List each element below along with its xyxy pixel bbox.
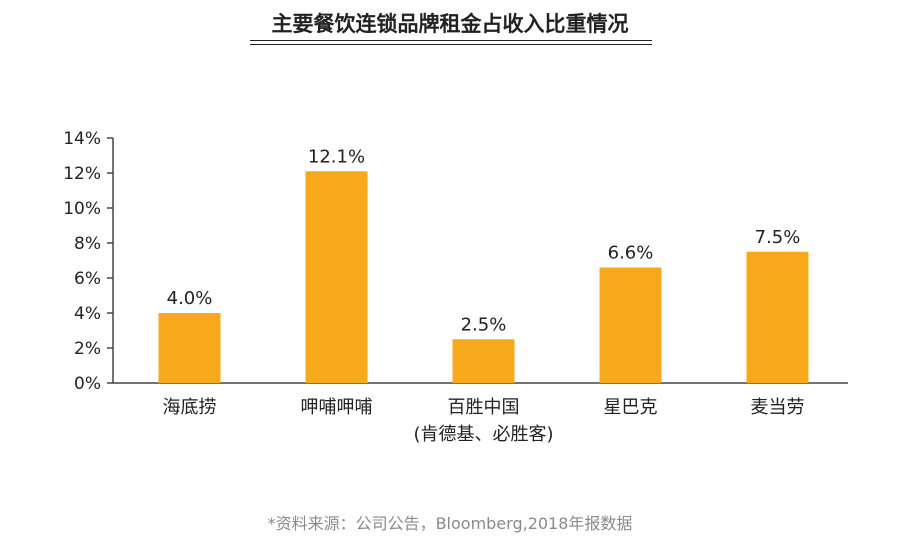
x-tick-label: 百胜中国 xyxy=(448,397,520,418)
y-tick-label: 4% xyxy=(74,304,101,324)
title-underline-bottom xyxy=(250,44,652,45)
bar xyxy=(305,171,368,383)
x-tick-label: 海底捞 xyxy=(163,397,217,418)
title-underline-top xyxy=(250,40,652,41)
x-tick-label: 麦当劳 xyxy=(751,397,805,418)
data-label: 6.6% xyxy=(608,243,654,264)
bar xyxy=(746,251,809,383)
bar xyxy=(599,267,662,383)
y-tick-label: 10% xyxy=(63,199,101,219)
y-tick-label: 2% xyxy=(74,339,101,359)
bar xyxy=(158,313,221,383)
y-tick-label: 14% xyxy=(63,129,101,149)
x-tick-label: 星巴克 xyxy=(604,397,658,418)
data-label: 12.1% xyxy=(308,146,365,167)
y-tick-label: 6% xyxy=(74,269,101,289)
chart-title: 主要餐饮连锁品牌租金占收入比重情况 xyxy=(271,12,629,36)
data-label: 2.5% xyxy=(461,314,507,335)
bar xyxy=(452,339,515,383)
y-tick-label: 12% xyxy=(63,164,101,184)
data-label: 4.0% xyxy=(167,288,213,309)
x-tick-label: (肯德基、必胜客) xyxy=(413,424,553,445)
source-note: *资料来源：公司公告，Bloomberg,2018年报数据 xyxy=(267,514,633,533)
y-tick-label: 0% xyxy=(74,374,101,394)
data-label: 7.5% xyxy=(755,227,801,248)
y-tick-label: 8% xyxy=(74,234,101,254)
x-tick-label: 呷哺呷哺 xyxy=(301,397,373,418)
